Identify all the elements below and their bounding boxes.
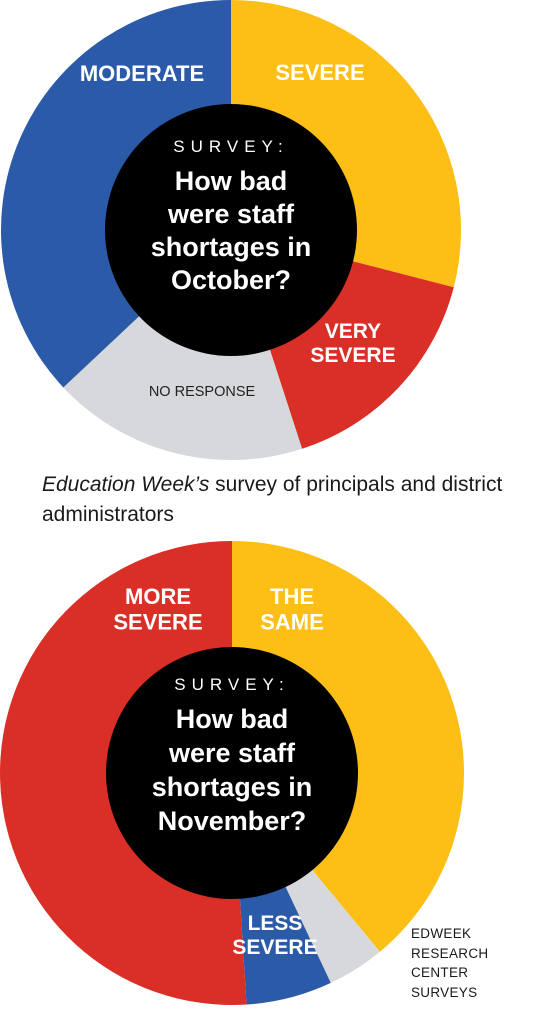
slice-label-1-2: LESS SEVERE: [232, 912, 317, 959]
november-donut-chart: THE SAME LESS SEVERE MORE SEVERE SURVEY: How ba…: [0, 541, 464, 1005]
october-donut-chart: SEVERE VERY SEVERE NO RESPONSE MODERATE SURVE…: [1, 0, 461, 460]
slice-label-0-2: NO RESPONSE: [149, 384, 256, 400]
center-kicker-1: SURVEY:: [174, 675, 289, 694]
center-question-1: How bad were staff shortages in November?: [152, 704, 313, 836]
caption-text: survey of principals and district admini…: [42, 473, 503, 526]
slice-label-0-0: SEVERE: [275, 60, 364, 85]
slice-label-0-1: VERY SEVERE: [310, 320, 395, 367]
center-hole-1: [106, 647, 358, 899]
source-note: EDWEEK RESEARCH CENTER SURVEYS: [411, 926, 489, 1000]
center-kicker-0: SURVEY:: [173, 137, 288, 156]
caption-publication: Education Week’s: [42, 473, 210, 496]
slice-label-1-0: THE SAME: [260, 584, 324, 634]
slice-label-1-3: MORE SEVERE: [113, 584, 202, 634]
slice-label-0-3: MODERATE: [80, 61, 204, 86]
survey-caption: Education Week’s survey of principals an…: [42, 470, 512, 530]
center-hole-0: [105, 104, 357, 356]
center-question-0: How bad were staff shortages in October?: [151, 166, 312, 295]
